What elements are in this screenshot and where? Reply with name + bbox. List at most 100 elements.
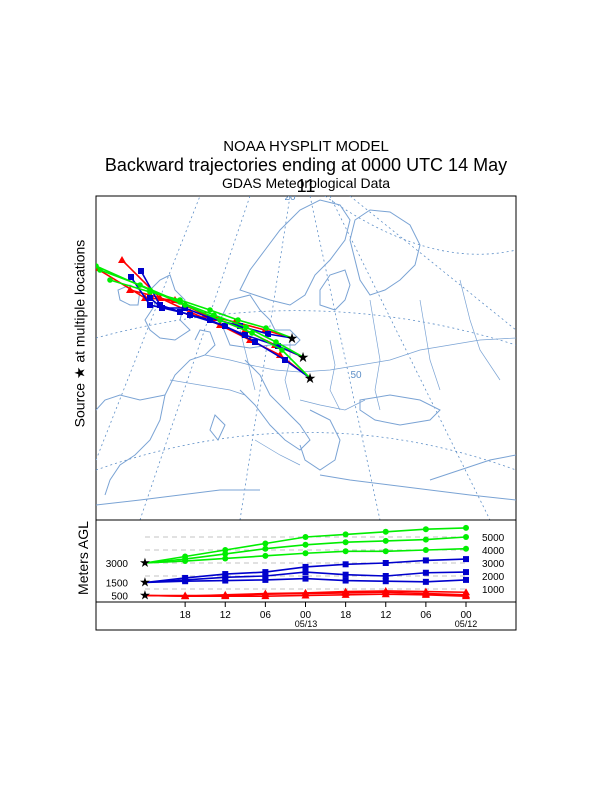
trajectory-point	[242, 332, 248, 338]
height-data-point	[382, 573, 389, 579]
date-label-0513: 05/13	[295, 619, 318, 629]
y-tick-label: 5000	[482, 533, 505, 544]
trajectory-point	[137, 282, 143, 288]
height-data-point	[301, 591, 310, 599]
height-data-point	[463, 569, 469, 576]
height-data-point	[221, 592, 230, 600]
x-tick-label: 18	[180, 610, 192, 621]
start-star: ★	[139, 555, 151, 570]
trajectory-point	[118, 256, 126, 263]
date-label-0512: 05/12	[455, 619, 478, 629]
height-data-point	[381, 590, 390, 598]
map-panel: 20 50 ★ ★ ★	[95, 192, 517, 521]
height-data-point	[182, 558, 189, 565]
trajectory-point	[282, 357, 288, 363]
height-data-point	[342, 548, 349, 555]
trajectory-point	[147, 295, 153, 301]
height-data-point	[422, 557, 429, 564]
height-data-point	[342, 571, 349, 578]
height-data-point	[342, 577, 349, 584]
trajectory-point	[249, 330, 255, 336]
source-star: ★	[286, 330, 299, 346]
model-title: NOAA HYSPLIT MODEL	[223, 138, 389, 155]
trajectory-point	[211, 312, 217, 318]
height-data-point	[262, 569, 269, 576]
x-tick-label: 00	[300, 610, 312, 621]
height-data-point	[463, 576, 469, 583]
height-data-point	[262, 545, 269, 552]
height-data-point	[463, 534, 469, 540]
height-data-point	[302, 575, 309, 582]
height-data-point	[382, 578, 389, 585]
height-data-point	[463, 545, 469, 552]
x-tick-label: 00	[460, 610, 472, 621]
trajectory-point	[182, 305, 188, 311]
height-data-point	[222, 555, 229, 562]
trajectory-point	[96, 263, 99, 269]
height-data-point	[382, 528, 389, 535]
y-tick-label: 4000	[482, 546, 505, 557]
source-star: ★	[304, 370, 317, 386]
trajectory-point	[243, 324, 249, 330]
x-tick-label: 06	[420, 610, 432, 621]
map-coastlines	[96, 199, 516, 506]
trajectory-point	[207, 315, 213, 321]
meteo-subtitle: GDAS Meteorological Data	[221, 175, 391, 191]
height-data-point	[382, 548, 389, 555]
start-star: ★	[139, 575, 151, 590]
trajectory-point	[252, 339, 258, 345]
height-data-point	[181, 592, 190, 600]
height-data-point	[422, 547, 429, 553]
height-data-point	[463, 556, 469, 563]
x-tick-label: 12	[380, 610, 392, 621]
height-series: ★★★	[139, 524, 470, 603]
y-tick-label: 2000	[482, 572, 505, 583]
height-data-point	[382, 560, 389, 566]
height-data-point	[422, 578, 429, 585]
height-data-point	[382, 537, 389, 544]
height-data-point	[462, 592, 470, 600]
x-tick-label: 06	[260, 610, 272, 621]
height-data-point	[222, 550, 229, 557]
height-data-point	[342, 539, 349, 546]
start-height-labels: 500 1500 3000	[106, 559, 129, 603]
height-data-point	[261, 592, 270, 600]
trajectory-point	[265, 331, 271, 337]
start-height-label: 1500	[106, 579, 129, 590]
trajectory-point	[147, 302, 153, 308]
trajectory-point	[177, 297, 183, 303]
height-data-point	[302, 541, 309, 548]
trajectory-point	[207, 307, 213, 313]
height-data-point	[222, 574, 229, 581]
trajectory-point	[107, 277, 113, 283]
trajectory-point	[177, 309, 183, 315]
y-tick-label: 3000	[482, 559, 505, 570]
trajectory-point	[147, 289, 153, 295]
start-height-label: 500	[111, 592, 128, 603]
height-data-point	[262, 552, 269, 559]
chart-title: Backward trajectories ending at 0000 UTC…	[104, 155, 508, 196]
height-data-point	[342, 561, 349, 568]
trajectory-point	[237, 323, 243, 329]
height-data-point	[342, 531, 349, 538]
height-data-point	[222, 571, 229, 578]
start-star: ★	[139, 588, 151, 603]
height-data-point	[182, 578, 189, 585]
trajectory-point	[97, 267, 103, 273]
y-axis-ticks: 1000 2000 3000 4000 5000	[482, 533, 505, 596]
height-data-point	[302, 563, 309, 570]
lat-label-20: 20	[284, 192, 296, 203]
height-data-point	[302, 569, 309, 576]
x-tick-label: 12	[220, 610, 232, 621]
trajectory-point	[138, 268, 144, 274]
height-data-point	[302, 534, 309, 540]
trajectory-point	[275, 343, 281, 349]
trajectory-point	[159, 305, 165, 311]
height-data-point	[341, 590, 350, 598]
trajectory-point	[128, 274, 134, 280]
trajectory-point	[263, 325, 269, 331]
trajectory-paths: ★ ★ ★	[96, 256, 317, 386]
x-tick-label: 18	[340, 610, 352, 621]
map-frame	[95, 195, 517, 521]
